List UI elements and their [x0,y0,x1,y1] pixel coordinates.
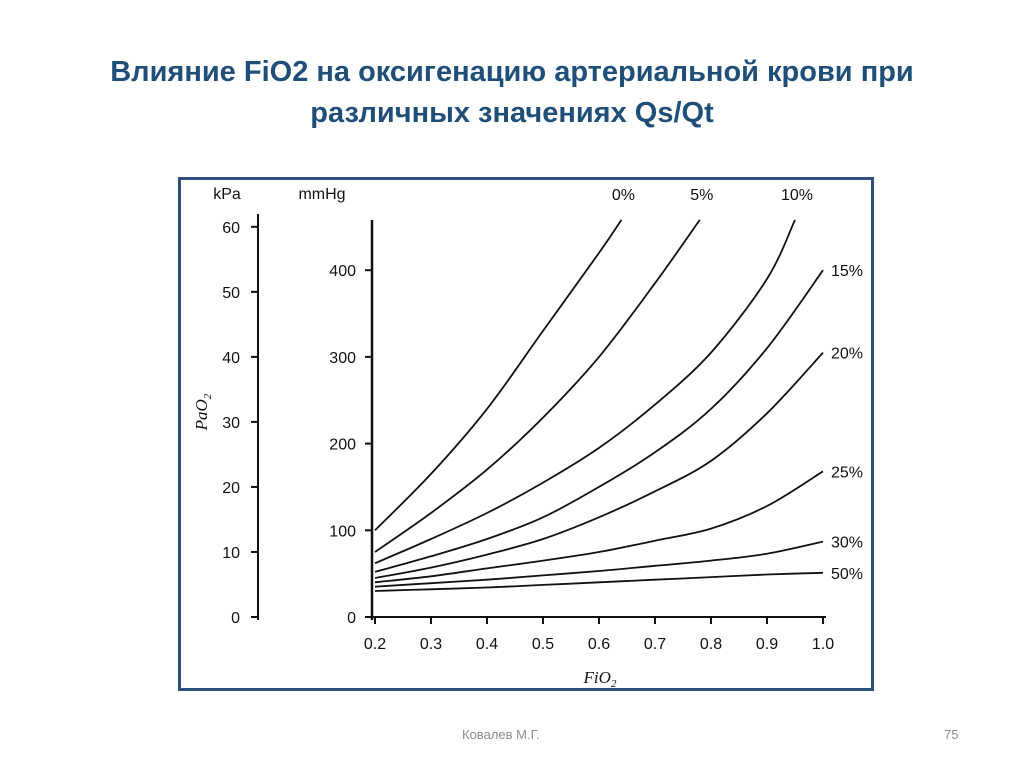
y-tick-label-kpa: 20 [222,480,240,497]
page-number: 75 [944,727,959,742]
series-label-50pct: 50% [831,566,863,583]
series-line-50pct [374,571,824,592]
y-unit-kpa-label: kPa [213,186,241,203]
series-line-25pct [374,470,824,584]
series-line-0pct [374,219,623,531]
slide-title-line-2: различных значениях Qs/Qt [310,97,714,129]
series-label-30pct: 30% [831,535,863,552]
x-axis-title: FiO2 [583,668,617,688]
y-tick-label-mmhg: 200 [329,437,356,454]
x-tick-label: 1.0 [812,636,834,653]
x-tick-label: 0.8 [700,636,722,653]
x-tick-label: 0.4 [476,636,498,653]
y-tick-label-mmhg: 100 [329,523,356,540]
series-line-15pct [374,269,824,573]
x-tick-label: 0.6 [588,636,610,653]
series-line-30pct [374,540,824,588]
series-line-5pct [374,219,701,553]
series-label-10pct: 10% [781,187,813,204]
y-tick-label-kpa: 0 [231,610,240,627]
footer-author: Ковалев М.Г. [462,727,540,742]
y-tick-label-mmhg: 400 [329,263,356,280]
series-label-25pct: 25% [831,464,863,481]
series-line-10pct [374,219,796,565]
series-label-0pct: 0% [612,187,635,204]
x-tick-label: 0.5 [532,636,554,653]
y-tick-label-kpa: 40 [222,350,240,367]
y-tick-label-kpa: 30 [222,415,240,432]
series-label-5pct: 5% [690,187,713,204]
y-tick-label-kpa: 50 [222,285,240,302]
pao2-vs-fio2-chart: 0.2 0.3 0.4 0.5 0.6 0.7 0.8 0.9 1.00100200300400… [192,186,863,688]
y-tick-label-kpa: 60 [222,220,240,237]
slide-title-line-1: Влияние FiO2 на оксигенацию артериальной… [110,56,914,88]
y-unit-mmhg-label: mmHg [298,186,345,203]
x-tick-label: 0.7 [644,636,666,653]
x-tick-label: 0.9 [756,636,778,653]
y-tick-label-kpa: 10 [222,545,240,562]
y-tick-label-mmhg: 300 [329,350,356,367]
series-label-20pct: 20% [831,346,863,363]
x-tick-label: 0.2 [364,636,386,653]
series-line-20pct [374,351,824,579]
slide-title: Влияние FiO2 на оксигенацию артериальной… [30,52,994,134]
x-tick-label: 0.3 [420,636,442,653]
series-label-15pct: 15% [831,263,863,280]
y-axis-title: PaO2 [192,393,214,431]
y-tick-label-mmhg: 0 [347,610,356,627]
